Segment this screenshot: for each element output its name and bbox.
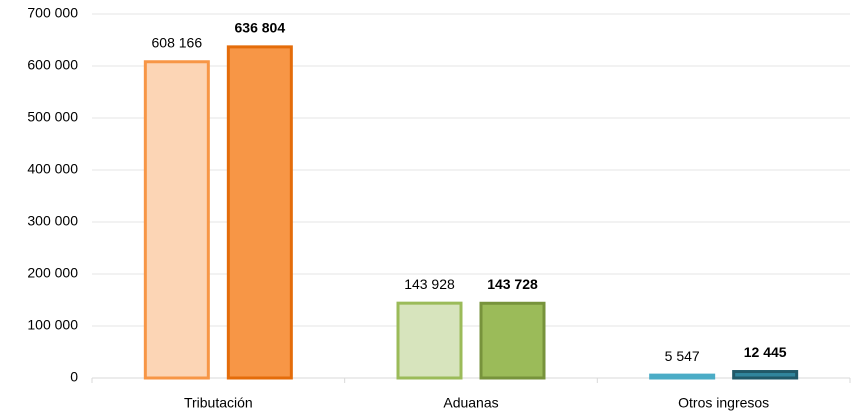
value-label: 12 445 bbox=[744, 344, 787, 360]
y-tick-label: 500 000 bbox=[27, 109, 78, 125]
y-tick-label: 200 000 bbox=[27, 265, 78, 281]
y-tick-label: 700 000 bbox=[27, 5, 78, 21]
bar bbox=[143, 60, 210, 380]
x-tick-label: Tributación bbox=[184, 395, 253, 411]
bar bbox=[649, 373, 716, 380]
bar bbox=[479, 301, 546, 380]
y-tick-label: 300 000 bbox=[27, 213, 78, 229]
value-label: 143 928 bbox=[404, 276, 455, 292]
y-tick-label: 100 000 bbox=[27, 317, 78, 333]
bar bbox=[732, 370, 799, 380]
y-tick-label: 400 000 bbox=[27, 161, 78, 177]
value-label: 5 547 bbox=[665, 348, 700, 364]
x-tick-label: Otros ingresos bbox=[678, 395, 769, 411]
bar bbox=[226, 45, 293, 380]
value-label: 608 166 bbox=[152, 34, 203, 50]
y-tick-label: 0 bbox=[70, 369, 78, 385]
bar bbox=[396, 301, 463, 380]
x-tick-label: Aduanas bbox=[443, 395, 498, 411]
value-label: 636 804 bbox=[235, 20, 286, 36]
y-tick-label: 600 000 bbox=[27, 57, 78, 73]
value-label: 143 728 bbox=[487, 276, 538, 292]
